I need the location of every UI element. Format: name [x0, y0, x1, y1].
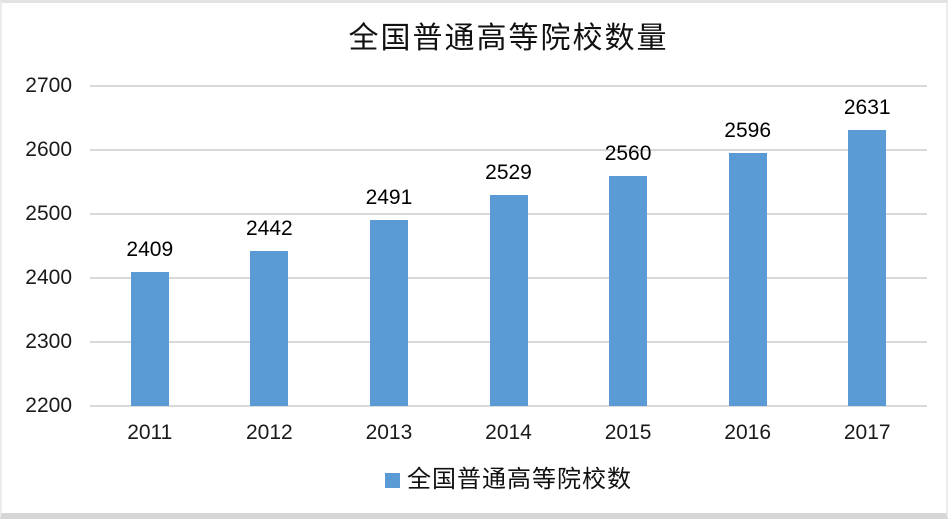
bar-2014 — [489, 195, 528, 406]
x-tick-label-2015: 2015 — [604, 421, 652, 444]
x-tick-label-2011: 2011 — [127, 421, 173, 444]
bar-2013 — [369, 219, 408, 406]
bar-2011 — [130, 272, 169, 406]
y-tick-label-2400: 2400 — [25, 266, 72, 289]
data-label-2015: 2560 — [604, 141, 652, 165]
y-tick-label-2600: 2600 — [25, 138, 72, 161]
bar-2015 — [609, 175, 648, 406]
gridline-2200 — [90, 405, 927, 407]
x-tick-label-2016: 2016 — [724, 421, 771, 444]
data-label-2013: 2491 — [365, 185, 413, 209]
legend-label: 全国普通高等院校数 — [407, 467, 632, 493]
gridline-2600 — [90, 149, 927, 151]
bar-2017 — [848, 130, 887, 406]
y-tick-label-2500: 2500 — [25, 202, 72, 225]
gridline-2700 — [90, 85, 927, 87]
legend: 全国普通高等院校数 — [90, 466, 927, 494]
y-tick-label-2200: 2200 — [25, 394, 72, 417]
x-tick-label-2012: 2012 — [245, 421, 293, 444]
data-label-2011: 2409 — [126, 238, 174, 262]
bar-2012 — [250, 251, 289, 406]
y-tick-label-2300: 2300 — [25, 330, 72, 353]
chart-title: 全国普通高等院校数量 — [348, 22, 669, 55]
data-label-2017: 2631 — [843, 96, 891, 120]
data-label-2012: 2442 — [245, 217, 293, 241]
y-tick-label-2700: 2700 — [25, 74, 72, 97]
data-label-2014: 2529 — [485, 161, 532, 185]
x-tick-label-2014: 2014 — [485, 421, 532, 444]
bar-2016 — [728, 152, 767, 406]
x-tick-label-2017: 2017 — [843, 421, 891, 444]
data-label-2016: 2596 — [724, 118, 771, 142]
x-tick-label-2013: 2013 — [365, 421, 413, 444]
legend-swatch-icon — [385, 472, 400, 488]
